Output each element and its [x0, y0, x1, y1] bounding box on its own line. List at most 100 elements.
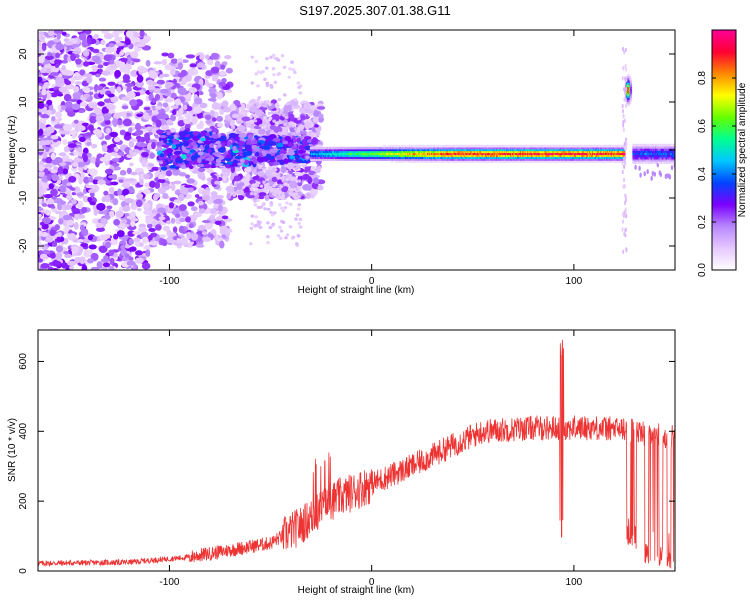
spectrogram-cell: [117, 151, 124, 156]
spectrogram-cell: [267, 111, 272, 115]
spectrogram-cell: [76, 200, 84, 209]
spectrogram-cell: [214, 198, 223, 205]
spectrogram-cell: [113, 136, 121, 143]
spectrogram-cell: [156, 129, 164, 135]
spectrogram-cell: [156, 79, 165, 85]
spectrogram-cell: [78, 136, 86, 143]
spectrogram-cell: [284, 115, 289, 120]
spectrogram-cell: [317, 185, 324, 191]
spectrogram-cell: [244, 144, 252, 150]
spectrogram-cell: [139, 30, 145, 38]
spectrogram-cell: [118, 179, 124, 183]
spectrogram-cell: [298, 217, 303, 221]
spectrogram-cell: [279, 229, 284, 233]
spectrogram-cell: [172, 109, 177, 116]
spectrogram-cell: [263, 116, 267, 120]
spectrogram-cell: [314, 167, 321, 174]
spectrogram-cell: [233, 99, 241, 106]
spectrogram-cell: [137, 226, 148, 233]
spectrogram-cell: [262, 150, 267, 157]
spectrogram-cell: [132, 58, 141, 63]
spectrogram-cell: [141, 262, 151, 270]
spectrogram-cell: [137, 207, 142, 212]
spectrogram-cell: [278, 151, 287, 155]
spectrogram-cell: [89, 115, 97, 124]
spectrogram-cell: [75, 58, 82, 65]
spectrogram-cell: [117, 80, 124, 85]
spectrogram-cell: [123, 205, 131, 212]
spectrogram-cell: [56, 236, 62, 242]
spectrogram-cell: [198, 167, 206, 172]
spectrogram-cell: [51, 241, 58, 247]
spectrogram-cell: [73, 119, 79, 124]
spectrogram-cell: [96, 261, 103, 269]
spectrogram-cell: [62, 214, 73, 221]
spectrogram-cell: [259, 205, 263, 209]
spectrogram-cell: [166, 220, 171, 225]
spectrogram-cell: [275, 154, 283, 160]
spectrogram-cell: [266, 207, 271, 211]
spectrogram-cell: [57, 231, 62, 237]
spectrogram-cell: [148, 139, 157, 143]
spectrogram-cell: [178, 172, 187, 177]
spectrogram-cell: [170, 105, 179, 109]
spectrogram-cell: [135, 129, 144, 136]
spectrogram-cell: [256, 198, 261, 202]
spectrogram-cell: [307, 109, 315, 114]
spectrogram-cell: [124, 198, 134, 204]
spectrogram-cell: [201, 231, 208, 236]
spectrogram-cell: [296, 137, 301, 143]
spectrogram-cell: [305, 192, 312, 199]
spectrogram-cell: [197, 158, 202, 164]
spectrogram-cell: [314, 111, 320, 116]
spectrogram-cell: [167, 52, 175, 59]
spectrogram-cell: [303, 136, 312, 140]
spectrogram-cell: [149, 152, 155, 159]
spectrogram-cell: [263, 187, 268, 194]
spectrogram-cell: [121, 183, 131, 188]
spectrogram-cell: [38, 56, 45, 64]
spectrogram-cell: [38, 102, 45, 109]
spectrogram-cell: [273, 80, 278, 84]
spectrogram-cell: [106, 205, 113, 210]
spectrogram-cell: [120, 248, 127, 257]
spectrogram-cell: [146, 79, 154, 86]
spectrogram-cell: [207, 148, 212, 154]
spectrogram-cell: [294, 217, 298, 221]
spectrogram-cell: [96, 202, 106, 211]
spectrogram-cell: [103, 54, 113, 62]
spectrogram-cell: [134, 122, 142, 131]
spectrogram-cell: [83, 73, 93, 78]
spectrogram-cell: [260, 103, 265, 107]
spectrogram-cell: [91, 55, 101, 63]
spectrogram-cell: [51, 115, 56, 122]
spectrogram-cell: [76, 161, 86, 168]
spectrogram-cell: [187, 201, 195, 207]
spectrogram-cell: [132, 231, 141, 235]
spectrogram-cell: [250, 81, 255, 85]
spectrogram-cell: [87, 258, 94, 264]
spectrogram-cell: [221, 215, 229, 220]
spectrogram-cell: [276, 234, 281, 238]
spectrogram-cell: [294, 196, 298, 200]
spectrogram-cell: [167, 135, 175, 140]
spectrogram-cell: [49, 252, 56, 259]
spectrogram-cell: [186, 153, 191, 159]
spectrogram-cell: [267, 166, 272, 170]
spectrogram-cell: [268, 140, 273, 146]
spectrogram-cell: [135, 80, 145, 88]
spectrogram-cell: [50, 66, 60, 73]
spectrogram-cell: [212, 152, 220, 156]
spectrogram-cell: [55, 210, 60, 215]
spectrogram-cell: [146, 126, 155, 131]
spectrogram-cell: [70, 53, 77, 62]
spectrogram-cell: [249, 226, 254, 230]
spectrogram-cell: [162, 192, 169, 200]
spectrogram-cell: [256, 205, 261, 209]
spectrogram-cell: [100, 218, 108, 225]
spectrogram-cell: [166, 229, 172, 237]
spectrogram-cell: [214, 180, 221, 185]
spectrogram-cell: [217, 122, 223, 128]
spectrogram-cell: [162, 225, 170, 232]
spectrogram-cell: [302, 138, 307, 145]
